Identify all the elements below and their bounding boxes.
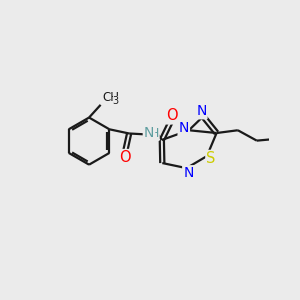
Text: S: S [206, 151, 216, 166]
Text: N: N [196, 104, 206, 118]
Text: N: N [144, 127, 154, 140]
Text: O: O [119, 150, 131, 165]
Text: N: N [178, 122, 189, 135]
Text: H: H [149, 127, 159, 140]
Text: CH: CH [103, 91, 119, 104]
Text: 3: 3 [112, 96, 119, 106]
Text: N: N [183, 166, 194, 180]
Text: O: O [167, 108, 178, 123]
